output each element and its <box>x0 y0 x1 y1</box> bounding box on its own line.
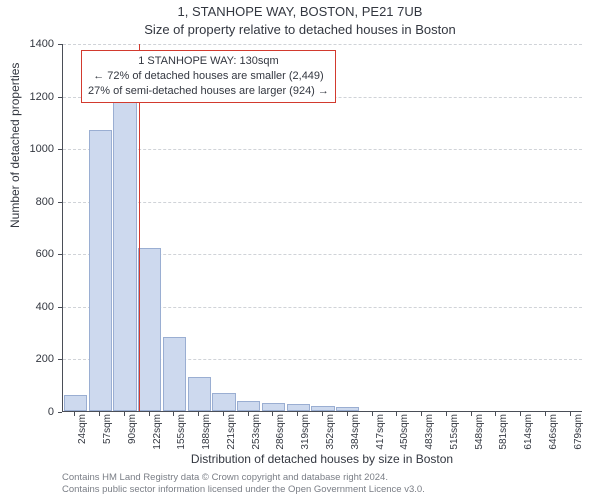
histogram-bar <box>113 101 136 411</box>
credits-line-1: Contains HM Land Registry data © Crown c… <box>62 472 425 484</box>
y-tick-label: 800 <box>24 196 54 208</box>
gridline <box>63 149 582 150</box>
chart-plot-area: 1 STANHOPE WAY: 130sqm ← 72% of detached… <box>62 44 582 412</box>
x-tick-mark <box>396 412 397 416</box>
histogram-bar <box>188 377 211 411</box>
x-tick-mark <box>99 412 100 416</box>
annotation-line-1: 1 STANHOPE WAY: 130sqm <box>88 54 329 69</box>
x-tick-mark <box>347 412 348 416</box>
x-tick-label: 483sqm <box>424 414 435 454</box>
x-tick-mark <box>272 412 273 416</box>
x-tick-label: 417sqm <box>375 414 386 454</box>
x-tick-label: 515sqm <box>449 414 460 454</box>
x-tick-mark <box>545 412 546 416</box>
x-tick-mark <box>248 412 249 416</box>
histogram-bar <box>212 393 235 411</box>
y-tick-label: 400 <box>24 301 54 313</box>
x-tick-label: 155sqm <box>176 414 187 454</box>
x-tick-mark <box>173 412 174 416</box>
histogram-bar <box>237 401 260 412</box>
y-tick-label: 1200 <box>24 91 54 103</box>
x-tick-label: 548sqm <box>474 414 485 454</box>
x-tick-label: 646sqm <box>548 414 559 454</box>
y-tick-label: 200 <box>24 353 54 365</box>
x-tick-label: 319sqm <box>300 414 311 454</box>
y-tick-label: 1000 <box>24 143 54 155</box>
x-tick-label: 614sqm <box>523 414 534 454</box>
y-tick-mark <box>58 412 62 413</box>
x-axis-label: Distribution of detached houses by size … <box>62 452 582 466</box>
x-tick-label: 221sqm <box>226 414 237 454</box>
y-tick-label: 1400 <box>24 38 54 50</box>
x-tick-label: 450sqm <box>399 414 410 454</box>
x-tick-label: 188sqm <box>201 414 212 454</box>
histogram-bar <box>163 337 186 411</box>
x-tick-mark <box>372 412 373 416</box>
histogram-bar <box>311 406 334 411</box>
x-tick-label: 24sqm <box>77 414 88 454</box>
x-tick-mark <box>446 412 447 416</box>
annotation-line-3: 27% of semi-detached houses are larger (… <box>88 84 329 99</box>
y-tick-label: 600 <box>24 248 54 260</box>
x-tick-mark <box>495 412 496 416</box>
x-tick-mark <box>421 412 422 416</box>
x-tick-label: 286sqm <box>275 414 286 454</box>
histogram-bar <box>262 403 285 411</box>
gridline <box>63 44 582 45</box>
credits-line-2: Contains public sector information licen… <box>62 484 425 496</box>
x-tick-label: 122sqm <box>152 414 163 454</box>
x-tick-label: 384sqm <box>350 414 361 454</box>
gridline <box>63 202 582 203</box>
histogram-bar <box>89 130 112 411</box>
x-tick-mark <box>322 412 323 416</box>
x-tick-mark <box>124 412 125 416</box>
x-tick-mark <box>471 412 472 416</box>
histogram-bar <box>287 404 310 411</box>
chart-title-line1: 1, STANHOPE WAY, BOSTON, PE21 7UB <box>0 4 600 19</box>
x-tick-label: 352sqm <box>325 414 336 454</box>
x-tick-label: 57sqm <box>102 414 113 454</box>
annotation-line-2: ← 72% of detached houses are smaller (2,… <box>88 69 329 84</box>
x-tick-mark <box>297 412 298 416</box>
y-axis-label: Number of detached properties <box>8 63 22 228</box>
histogram-bar <box>138 248 161 411</box>
x-tick-mark <box>223 412 224 416</box>
y-tick-label: 0 <box>24 406 54 418</box>
x-tick-label: 581sqm <box>498 414 509 454</box>
x-tick-mark <box>74 412 75 416</box>
x-tick-mark <box>149 412 150 416</box>
x-tick-label: 679sqm <box>573 414 584 454</box>
credits-block: Contains HM Land Registry data © Crown c… <box>62 472 425 496</box>
chart-title-line2: Size of property relative to detached ho… <box>0 22 600 37</box>
x-tick-mark <box>570 412 571 416</box>
annotation-box: 1 STANHOPE WAY: 130sqm ← 72% of detached… <box>81 50 336 103</box>
x-tick-label: 90sqm <box>127 414 138 454</box>
x-tick-mark <box>520 412 521 416</box>
x-tick-label: 253sqm <box>251 414 262 454</box>
histogram-bar <box>64 395 87 411</box>
x-tick-mark <box>198 412 199 416</box>
histogram-bar <box>336 407 359 411</box>
